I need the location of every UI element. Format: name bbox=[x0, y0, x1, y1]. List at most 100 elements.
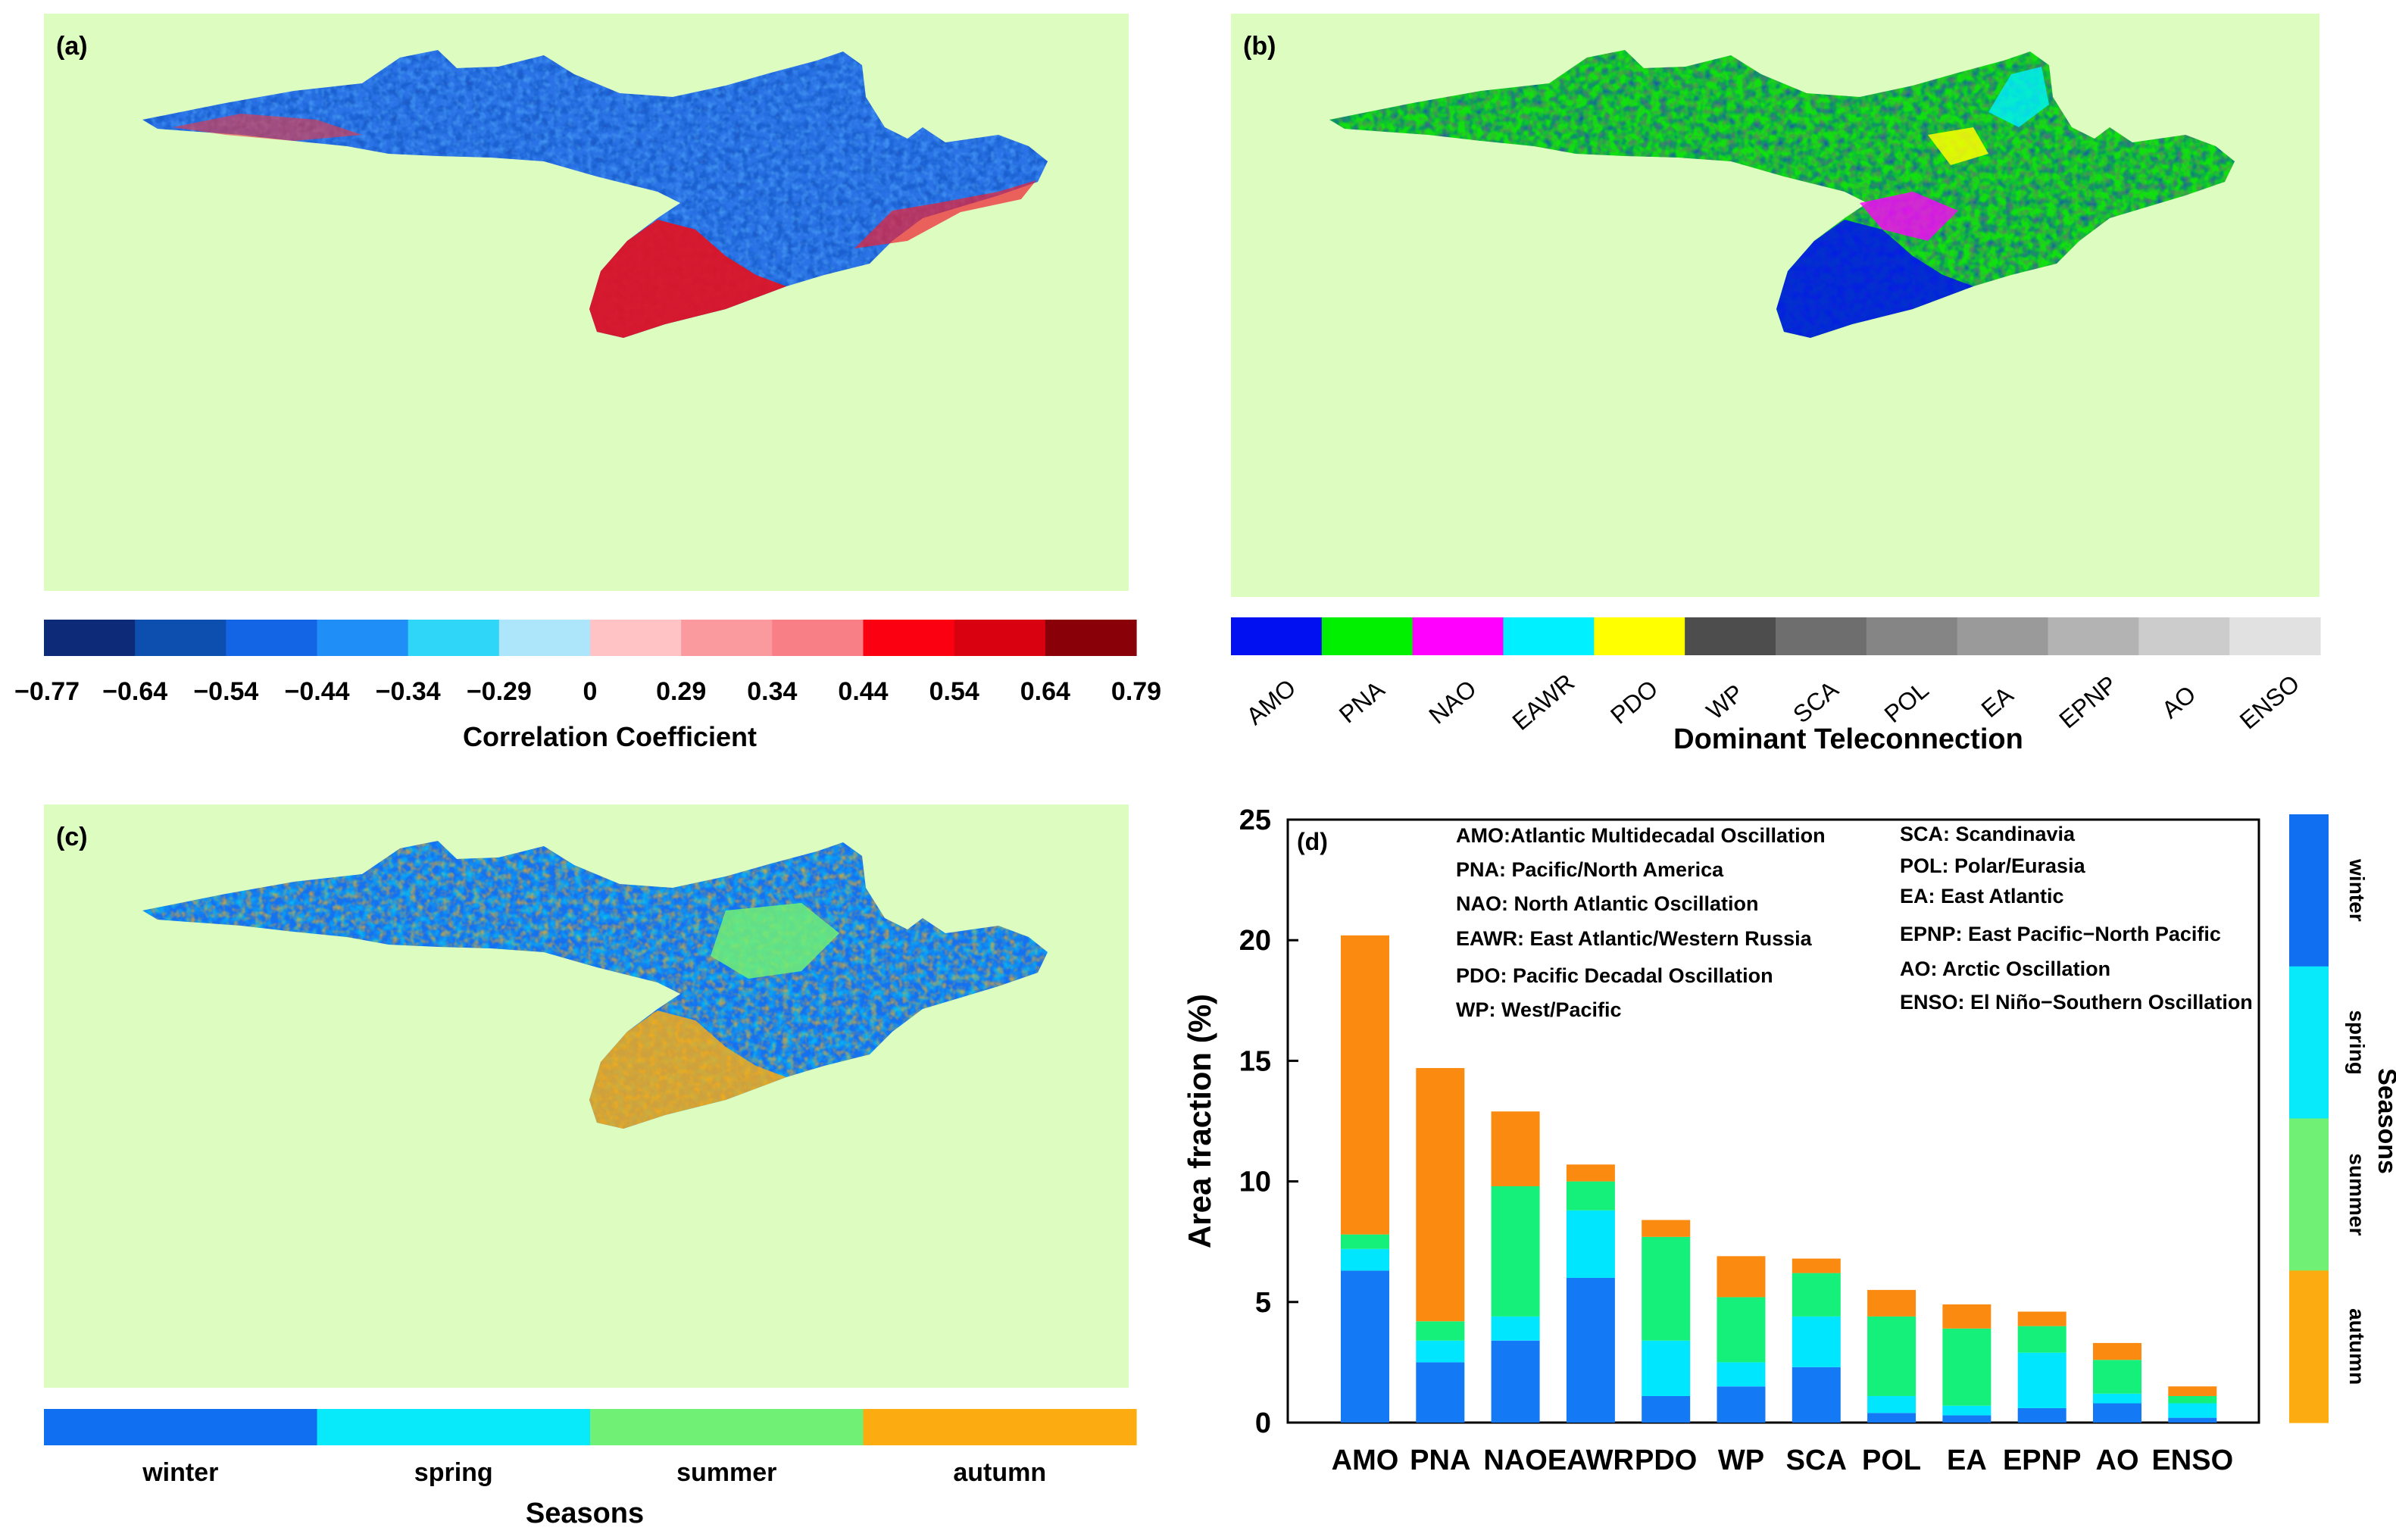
y-tick-label: 0 bbox=[1255, 1407, 1271, 1439]
chart-d-bars bbox=[1341, 935, 2217, 1423]
map-a-region bbox=[142, 50, 1048, 338]
season-bar-swatch bbox=[2289, 1118, 2329, 1271]
abbreviation-entry: POL: Polar/Eurasia bbox=[1900, 854, 2086, 877]
panel-a: (a) −0.77 −0.64 −0.54 −0.44 −0.34 −0.29 0 0.29 0… bbox=[14, 14, 1161, 752]
season-swatch bbox=[44, 1409, 318, 1445]
map-b-region bbox=[1329, 50, 2235, 338]
bar-segment-autumn bbox=[1416, 1067, 1465, 1322]
y-tick-label: 25 bbox=[1239, 804, 1271, 836]
bar-segment-summer bbox=[1867, 1316, 1916, 1396]
bar-segment-spring bbox=[2168, 1403, 2217, 1418]
bar-segment-summer bbox=[2093, 1360, 2141, 1394]
bar-segment-spring bbox=[2093, 1393, 2141, 1404]
x-tick-label: POL bbox=[1862, 1445, 1921, 1476]
bar-segment-spring bbox=[1867, 1395, 1916, 1413]
x-tick-label: AO bbox=[2096, 1445, 2139, 1476]
teleconnection-swatch bbox=[1685, 617, 1776, 655]
bar-segment-spring bbox=[1792, 1316, 1841, 1367]
bar-segment-winter bbox=[2093, 1403, 2141, 1423]
bar-segment-winter bbox=[1867, 1413, 1916, 1423]
bar-segment-autumn bbox=[2093, 1342, 2141, 1360]
chart-d-y-label: Area fraction (%) bbox=[1182, 994, 1217, 1248]
bar-segment-winter bbox=[1792, 1367, 1841, 1423]
correlation-swatch bbox=[681, 620, 773, 656]
bar-segment-winter bbox=[1416, 1362, 1465, 1423]
abbreviation-list-right: SCA: Scandinavia POL: Polar/Eurasia EA: Ea… bbox=[1900, 823, 2253, 1014]
bar-segment-spring bbox=[1942, 1405, 1991, 1416]
teleconnection-legend-label: PNA bbox=[1334, 675, 1390, 728]
panel-d: 0 5 10 15 20 25 AMO PNA NAO EAWR PDO WP SCA POL EA EPN… bbox=[1182, 804, 2396, 1476]
x-tick-label: EPNP bbox=[2003, 1445, 2081, 1476]
bar-segment-spring bbox=[1491, 1316, 1540, 1341]
bar-segment-autumn bbox=[1792, 1258, 1841, 1273]
teleconnection-swatch bbox=[1594, 617, 1685, 655]
bar-segment-autumn bbox=[2168, 1386, 2217, 1396]
abbreviation-entry: EA: East Atlantic bbox=[1900, 885, 2064, 907]
bar-segment-autumn bbox=[2017, 1311, 2066, 1326]
teleconnection-legend-label: EPNP bbox=[2054, 670, 2122, 734]
bar-segment-winter bbox=[1717, 1386, 1766, 1423]
bar-segment-autumn bbox=[1566, 1164, 1615, 1182]
bar-segment-spring bbox=[2017, 1352, 2066, 1408]
season-bar-swatch bbox=[2289, 966, 2329, 1120]
correlation-swatch bbox=[863, 620, 955, 656]
y-tick-label: 5 bbox=[1255, 1287, 1271, 1319]
season-color-bar-title: Seasons bbox=[2373, 1068, 2396, 1174]
correlation-tick-label: −0.44 bbox=[284, 677, 349, 706]
chart-d-frame bbox=[1286, 818, 2260, 1424]
correlation-swatch bbox=[772, 620, 864, 656]
correlation-tick-label: −0.29 bbox=[467, 677, 532, 706]
season-color-bar bbox=[2289, 814, 2329, 1423]
bar-segment-summer bbox=[1642, 1236, 1691, 1341]
season-swatch bbox=[317, 1409, 591, 1445]
abbreviation-list-left: AMO:Atlantic Multidecadal Oscillation PNA… bbox=[1456, 824, 1826, 1021]
bar-segment-winter bbox=[2017, 1407, 2066, 1423]
season-legend-label: spring bbox=[414, 1458, 493, 1487]
season-swatch bbox=[590, 1409, 864, 1445]
bar-segment-winter bbox=[1566, 1277, 1615, 1423]
correlation-tick-label: 0.64 bbox=[1020, 677, 1070, 706]
bar-segment-winter bbox=[1491, 1340, 1540, 1423]
correlation-colorbar-ticks: −0.77 −0.64 −0.54 −0.44 −0.34 −0.29 0 0.29 0.34 0… bbox=[14, 677, 1161, 706]
y-tick-label: 10 bbox=[1239, 1167, 1271, 1198]
season-legend-labels: winter spring summer autumn bbox=[142, 1458, 1046, 1487]
teleconnection-legend-label: EA bbox=[1976, 681, 2019, 723]
bar-segment-spring bbox=[1717, 1362, 1766, 1387]
season-legend-label: autumn bbox=[953, 1458, 1046, 1487]
teleconnection-swatch bbox=[1503, 617, 1595, 655]
teleconnection-swatch bbox=[2229, 617, 2321, 655]
correlation-tick-label: 0 bbox=[583, 677, 598, 706]
correlation-swatch bbox=[1045, 620, 1137, 656]
abbreviation-entry: PDO: Pacific Decadal Oscillation bbox=[1456, 964, 1773, 987]
bar-segment-autumn bbox=[1642, 1220, 1691, 1237]
x-tick-label: EA bbox=[1947, 1445, 1987, 1476]
season-color-bar-labels: winter spring summer autumn bbox=[2345, 858, 2369, 1385]
bar-segment-winter bbox=[1942, 1415, 1991, 1423]
bar-segment-summer bbox=[2017, 1326, 2066, 1353]
correlation-tick-label: 0.54 bbox=[929, 677, 979, 706]
x-tick-label: SCA bbox=[1786, 1445, 1847, 1476]
correlation-swatch bbox=[44, 620, 136, 656]
y-tick-label: 15 bbox=[1239, 1045, 1271, 1077]
abbreviation-entry: NAO: North Atlantic Oscillation bbox=[1456, 892, 1759, 915]
teleconnection-legend-label: ENSO bbox=[2235, 670, 2305, 735]
abbreviation-entry: PNA: Pacific/North America bbox=[1456, 858, 1724, 881]
teleconnection-swatch bbox=[1321, 617, 1414, 655]
bar-segment-winter bbox=[2168, 1417, 2217, 1423]
panel-b-label: (b) bbox=[1243, 32, 1276, 61]
bar-segment-spring bbox=[1566, 1210, 1615, 1278]
panel-b: (b) AMO PNA NAO EAWR PDO WP SCA POL EA EPNP AO ENSO… bbox=[1231, 14, 2321, 755]
bar-segment-autumn bbox=[1867, 1289, 1916, 1317]
correlation-tick-label: −0.77 bbox=[14, 677, 80, 706]
x-tick-label: ENSO bbox=[2151, 1445, 2233, 1476]
panel-d-label: (d) bbox=[1297, 828, 1328, 855]
correlation-colorbar-title: Correlation Coefficient bbox=[463, 721, 757, 752]
bar-segment-summer bbox=[1792, 1273, 1841, 1317]
abbreviation-entry: ENSO: El Niño−Southern Oscillation bbox=[1900, 991, 2253, 1014]
correlation-tick-label: −0.34 bbox=[376, 677, 441, 706]
correlation-tick-label: 0.44 bbox=[838, 677, 888, 706]
season-bar-label: spring bbox=[2345, 1010, 2369, 1075]
correlation-tick-label: −0.64 bbox=[102, 677, 167, 706]
y-tick-label: 20 bbox=[1239, 925, 1271, 957]
teleconnection-legend-label: EAWR bbox=[1507, 668, 1579, 736]
